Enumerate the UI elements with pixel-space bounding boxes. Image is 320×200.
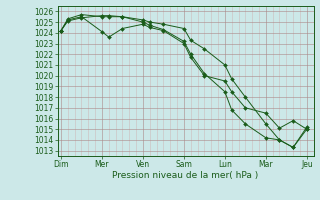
X-axis label: Pression niveau de la mer( hPa ): Pression niveau de la mer( hPa ): [112, 171, 259, 180]
